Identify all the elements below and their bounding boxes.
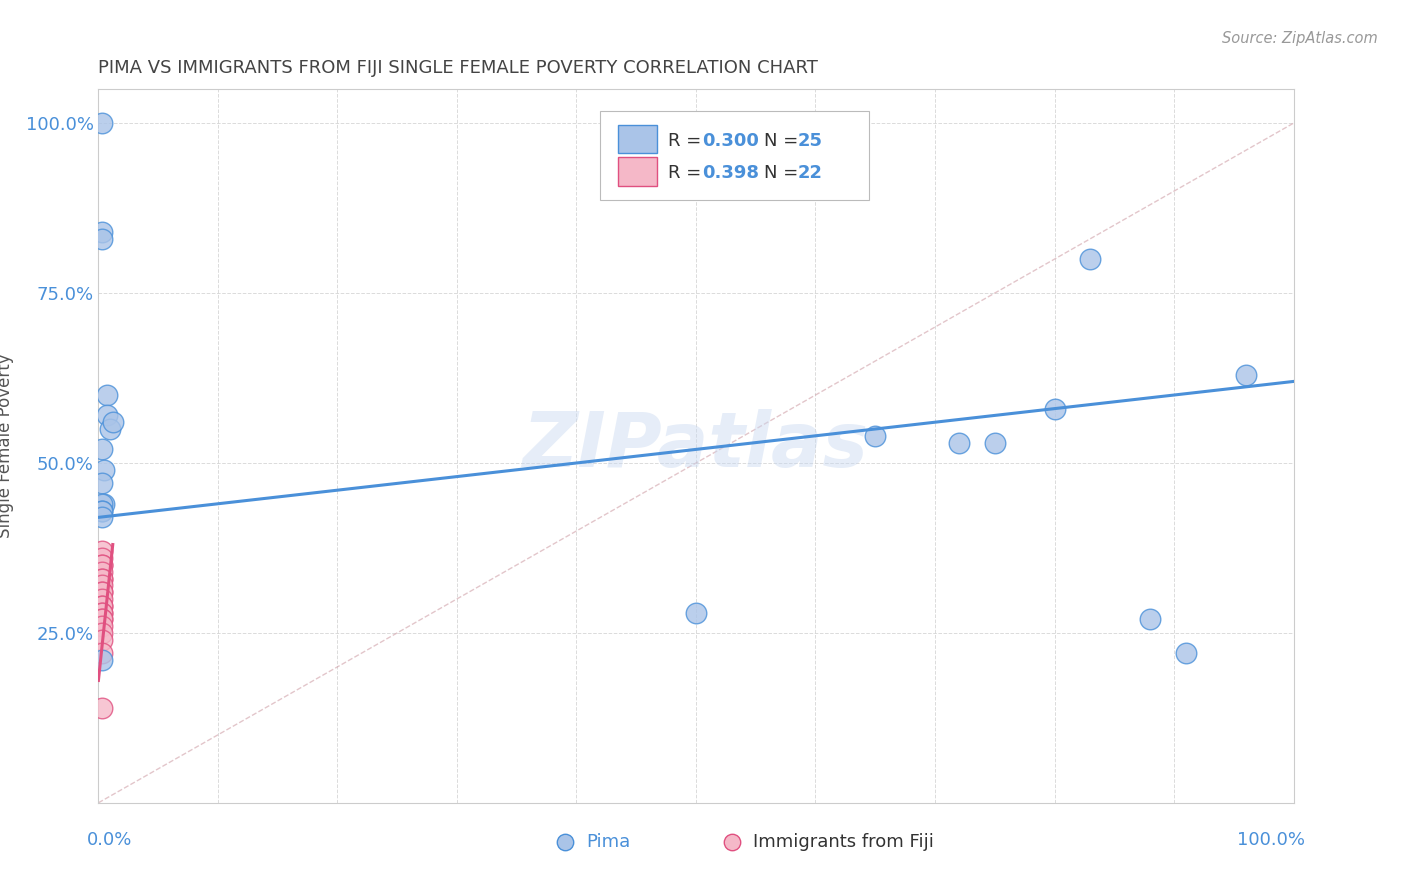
Point (91, 578, 114, 592)
Point (91, 646, 114, 660)
Point (865, 429, 887, 443)
Point (91, 612, 114, 626)
Point (721, 833, 744, 847)
Bar (619, 125, 657, 153)
Point (91, 599, 114, 613)
Y-axis label: Single Female Poverty: Single Female Poverty (0, 354, 14, 538)
Text: 25: 25 (797, 132, 823, 150)
Text: 22: 22 (797, 164, 823, 182)
Text: N =: N = (763, 132, 804, 150)
Point (91, 503, 114, 517)
Text: R =: R = (668, 164, 707, 182)
Point (91, 585, 114, 599)
Text: ZIPatlas: ZIPatlas (523, 409, 869, 483)
Point (91, 619, 114, 633)
Bar (619, 157, 657, 186)
Point (91, 497, 114, 511)
Point (91, 558, 114, 572)
Text: R =: R = (668, 132, 707, 150)
Point (91, 572, 114, 586)
Point (91, 653, 114, 667)
Point (91, 606, 114, 620)
Point (91, 503, 114, 517)
Point (91, 442, 114, 457)
Point (91, 558, 114, 572)
Point (1043, 401, 1066, 416)
Point (91, 632, 114, 647)
Point (984, 435, 1007, 450)
Point (554, 833, 576, 847)
Point (91, 626, 114, 640)
Point (91, 565, 114, 579)
Text: 0.300: 0.300 (702, 132, 759, 150)
Point (91, 700, 114, 714)
Point (91, 510, 114, 524)
Point (93, 463, 115, 477)
Text: Source: ZipAtlas.com: Source: ZipAtlas.com (1222, 31, 1378, 46)
Point (98, 422, 122, 436)
Text: 100.0%: 100.0% (1237, 831, 1306, 849)
Point (101, 415, 124, 429)
Point (91, 612, 114, 626)
Point (1139, 612, 1161, 626)
Text: N =: N = (763, 164, 804, 182)
Text: PIMA VS IMMIGRANTS FROM FIJI SINGLE FEMALE POVERTY CORRELATION CHART: PIMA VS IMMIGRANTS FROM FIJI SINGLE FEMA… (98, 59, 818, 77)
Point (948, 435, 970, 450)
Text: Pima: Pima (586, 833, 630, 851)
Point (91, 585, 114, 599)
Point (96, 409, 118, 423)
Point (96, 388, 118, 402)
Point (1234, 368, 1257, 382)
Text: 0.0%: 0.0% (87, 831, 132, 849)
Point (91, 591, 114, 606)
Point (685, 606, 707, 620)
Point (91, 476, 114, 491)
Point (91, 544, 114, 558)
Point (91, 116, 114, 130)
Point (1175, 646, 1198, 660)
Point (93, 497, 115, 511)
FancyBboxPatch shape (600, 111, 869, 200)
Point (91, 572, 114, 586)
Point (91, 551, 114, 566)
Text: 0.398: 0.398 (702, 164, 759, 182)
Point (91, 232, 114, 246)
Point (1080, 252, 1102, 266)
Point (91, 599, 114, 613)
Point (91, 606, 114, 620)
Text: Immigrants from Fiji: Immigrants from Fiji (754, 833, 934, 851)
Point (91, 225, 114, 239)
